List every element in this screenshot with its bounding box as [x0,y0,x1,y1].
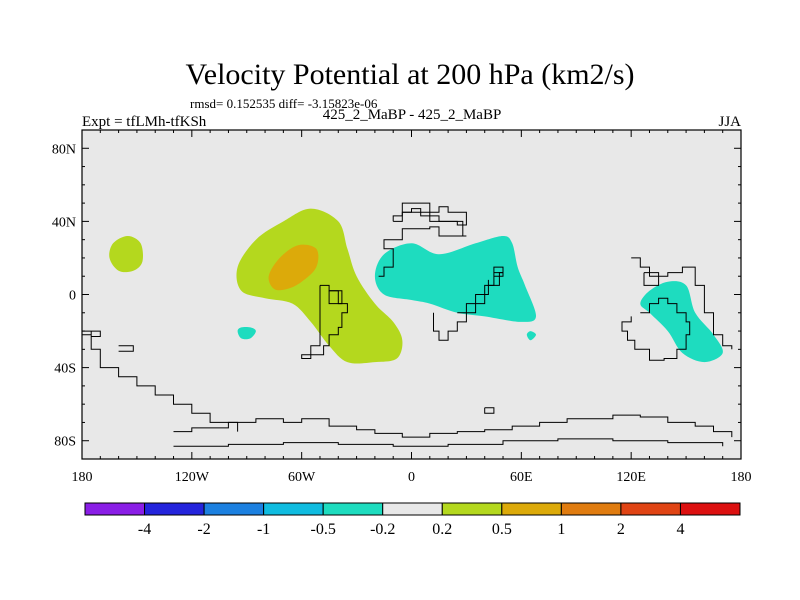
colorbar-swatch [679,502,741,516]
colorbar-label: 2 [617,521,625,538]
island-box-equator-atlantic [328,290,343,305]
x-tick-label: 120W [175,470,210,485]
chart-title: Velocity Potential at 200 hPa (km2/s) [185,58,634,91]
colorbar-swatch [441,502,503,516]
colorbar-swatch [620,502,681,516]
africa-east-outline [433,266,504,341]
australia-outline [621,297,691,361]
colorbar-label: 1 [557,521,565,538]
madagascar-outline [487,272,504,286]
stats-line: rmsd= 0.152535 diff= -3.15823e-06 [190,96,378,111]
colorbar-swatch [501,502,562,516]
colorbar-label: -2 [197,521,210,538]
y-tick-label: 80S [54,435,76,450]
negative-anomaly-speck-east-africa [526,331,536,341]
negative-anomaly-africa-indian-ocean [374,236,537,322]
colorbar-label: 4 [676,521,684,538]
positive-anomaly-south-america-atlantic [236,208,403,364]
antarctica-outline [173,414,733,438]
colorbar-label: -0.2 [370,521,395,538]
x-tick-label: 0 [408,470,415,485]
x-tick-label: 60E [510,470,533,485]
positive-anomaly-central-pacific [109,236,143,273]
colorbar-swatch [144,502,205,516]
colorbar-swatch [560,502,622,516]
antarctica-lower-outline [173,438,724,447]
colorbar-label: 0.2 [432,521,452,538]
island-box-nw-pacific [118,345,134,352]
x-tick-label: 120E [616,470,646,485]
island-box-south [484,407,495,414]
colorbar-label: -0.5 [311,521,336,538]
x-tick-label: 60W [288,470,316,485]
x-tick-label: 180 [731,470,752,485]
y-tick-label: 40S [54,362,76,377]
americas-outline [81,330,239,432]
colorbar-label: 0.5 [492,521,512,538]
colorbar-swatch [84,502,146,516]
negative-anomaly-west-pacific [640,281,723,363]
europe-outline [393,202,467,226]
y-tick-label: 0 [69,289,76,304]
y-tick-label: 80N [52,142,76,157]
colorbar-label: -4 [138,521,151,538]
colorbar-swatch [203,502,265,516]
left-label: Expt = tfLMh-tfKSh [82,114,207,130]
right-label: JJA [718,114,741,130]
negative-anomaly-small-pacific [237,326,256,340]
x-tick-label: 180 [72,470,93,485]
asia-east-outline [631,257,733,350]
colorbar-swatch [322,502,384,516]
island-box-pacific-east [643,272,660,286]
y-tick-label: 40N [52,215,76,230]
positive-anomaly-core [268,244,319,291]
colorbar-swatch [382,502,443,516]
center-label: 425_2_MaBP - 425_2_MaBP [323,107,502,123]
colorbar-swatch [263,502,324,516]
colorbar-label: -1 [257,521,270,538]
